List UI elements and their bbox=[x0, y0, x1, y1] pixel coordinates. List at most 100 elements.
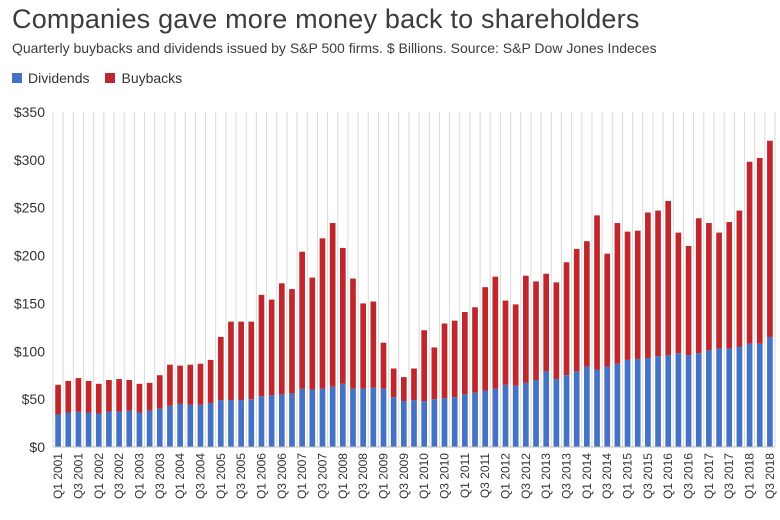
bar-buybacks bbox=[339, 247, 346, 384]
bar-buybacks bbox=[584, 241, 590, 367]
bar-buybacks bbox=[655, 210, 661, 357]
bar-buybacks bbox=[543, 273, 550, 372]
bar-buybacks bbox=[329, 223, 336, 387]
x-tick-label: Q1 2005 bbox=[214, 453, 228, 499]
bar-dividends bbox=[441, 398, 448, 447]
bar-buybacks bbox=[451, 320, 458, 398]
bar-buybacks bbox=[65, 380, 72, 413]
bar-buybacks bbox=[146, 382, 153, 411]
x-tick-label: Q3 2009 bbox=[397, 453, 411, 499]
bar-dividends bbox=[482, 390, 489, 447]
x-tick-label: Q3 2014 bbox=[600, 453, 614, 499]
bar-buybacks bbox=[767, 140, 773, 337]
bar-buybacks bbox=[116, 379, 122, 412]
bar-dividends bbox=[492, 388, 499, 447]
bar-buybacks bbox=[482, 287, 489, 391]
bar-buybacks bbox=[675, 232, 682, 354]
bar-dividends bbox=[645, 357, 651, 447]
bar-buybacks bbox=[85, 380, 92, 413]
y-tick-label: $200 bbox=[14, 248, 45, 264]
legend-label-buybacks: Buybacks bbox=[121, 70, 183, 86]
bar-dividends bbox=[716, 348, 722, 447]
bar-buybacks bbox=[624, 231, 631, 360]
bar-dividends bbox=[767, 336, 773, 447]
bar-buybacks bbox=[563, 262, 570, 376]
bar-buybacks bbox=[177, 365, 183, 404]
x-tick-label: Q3 2017 bbox=[722, 453, 736, 499]
y-tick-label: $300 bbox=[14, 152, 45, 168]
x-tick-label: Q1 2006 bbox=[254, 453, 268, 499]
bar-buybacks bbox=[95, 383, 102, 414]
bar-dividends bbox=[106, 411, 112, 447]
x-tick-label: Q3 2008 bbox=[356, 453, 370, 499]
bar-buybacks bbox=[665, 201, 672, 356]
bar-dividends bbox=[695, 353, 702, 447]
bar-buybacks bbox=[461, 312, 468, 395]
bar-buybacks bbox=[421, 330, 428, 402]
bar-dividends bbox=[126, 410, 133, 447]
bar-buybacks bbox=[228, 321, 234, 401]
bar-buybacks bbox=[238, 321, 244, 401]
bar-dividends bbox=[55, 414, 61, 447]
chart-subtitle: Quarterly buybacks and dividends issued … bbox=[12, 40, 657, 56]
x-tick-label: Q1 2007 bbox=[295, 453, 309, 499]
bar-buybacks bbox=[472, 307, 478, 393]
bar-buybacks bbox=[309, 277, 316, 390]
x-tick-label: Q3 2013 bbox=[560, 453, 574, 499]
bar-buybacks bbox=[512, 304, 519, 386]
bar-dividends bbox=[268, 395, 275, 447]
bar-buybacks bbox=[634, 230, 641, 359]
bar-dividends bbox=[339, 383, 346, 447]
bar-dividends bbox=[685, 355, 692, 447]
bar-buybacks bbox=[492, 276, 499, 389]
bar-buybacks bbox=[75, 378, 82, 412]
x-tick-label: Q3 2018 bbox=[763, 453, 777, 499]
bar-buybacks bbox=[268, 299, 275, 396]
x-tick-label: Q1 2001 bbox=[51, 453, 65, 499]
bar-dividends bbox=[736, 346, 743, 447]
bar-buybacks bbox=[645, 212, 651, 358]
bar-dividends bbox=[319, 388, 326, 447]
y-tick-label: $150 bbox=[14, 295, 45, 311]
y-tick-label: $0 bbox=[29, 439, 45, 455]
x-tick-label: Q3 2012 bbox=[519, 453, 533, 499]
bar-dividends bbox=[563, 375, 570, 447]
bar-buybacks bbox=[289, 289, 295, 394]
bar-buybacks bbox=[614, 223, 621, 364]
bar-dividends bbox=[614, 363, 621, 447]
bar-buybacks bbox=[523, 275, 529, 383]
bar-buybacks bbox=[299, 251, 305, 389]
x-tick-label: Q3 2004 bbox=[193, 453, 207, 499]
bar-buybacks bbox=[726, 222, 733, 349]
bar-buybacks bbox=[716, 232, 722, 349]
bar-dividends bbox=[573, 371, 580, 447]
bar-dividends bbox=[523, 382, 529, 447]
bar-dividends bbox=[400, 401, 407, 447]
bar-dividends bbox=[167, 405, 173, 447]
bar-dividends bbox=[461, 394, 468, 447]
x-tick-label: Q1 2015 bbox=[621, 453, 635, 499]
x-tick-label: Q1 2018 bbox=[743, 453, 757, 499]
bar-dividends bbox=[634, 358, 641, 447]
bar-dividends bbox=[156, 408, 163, 447]
bar-buybacks bbox=[370, 301, 377, 388]
bar-dividends bbox=[258, 396, 265, 447]
x-tick-label: Q1 2011 bbox=[458, 453, 472, 498]
bar-dividends bbox=[390, 397, 397, 447]
bar-dividends bbox=[309, 389, 316, 447]
x-tick-label: Q1 2017 bbox=[702, 453, 716, 499]
y-tick-label: $100 bbox=[14, 343, 45, 359]
bar-buybacks bbox=[360, 303, 367, 389]
x-tick-label: Q1 2002 bbox=[92, 453, 106, 499]
bar-buybacks bbox=[573, 248, 580, 372]
bar-buybacks bbox=[258, 294, 265, 397]
bar-buybacks bbox=[217, 336, 224, 401]
y-tick-label: $350 bbox=[14, 104, 45, 120]
legend-swatch-buybacks bbox=[105, 73, 116, 83]
bar-dividends bbox=[177, 403, 183, 447]
bar-dividends bbox=[146, 410, 153, 447]
x-tick-label: Q3 2010 bbox=[438, 453, 452, 499]
bar-buybacks bbox=[350, 278, 356, 389]
bar-buybacks bbox=[106, 380, 112, 412]
